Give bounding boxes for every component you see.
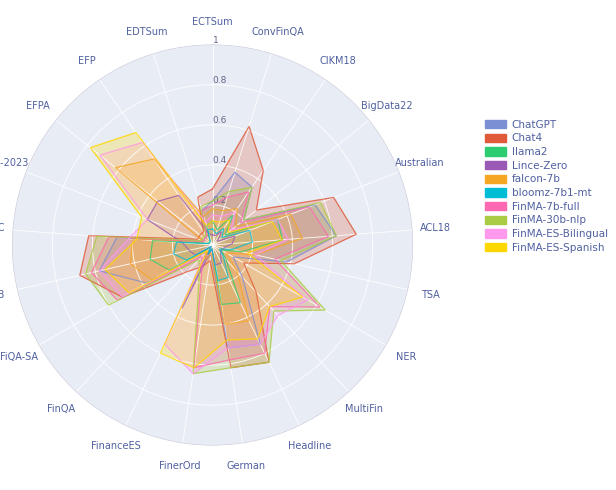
Polygon shape <box>86 187 336 374</box>
Polygon shape <box>92 192 328 368</box>
Polygon shape <box>91 132 302 368</box>
Legend: ChatGPT, Chat4, llama2, Lince-Zero, falcon-7b, bloomz-7b1-mt, FinMA-7b-full, Fin: ChatGPT, Chat4, llama2, Lince-Zero, falc… <box>482 117 611 256</box>
Polygon shape <box>99 172 336 348</box>
Polygon shape <box>150 215 282 304</box>
Polygon shape <box>80 126 356 368</box>
Polygon shape <box>115 159 302 324</box>
Polygon shape <box>174 228 253 281</box>
Polygon shape <box>99 143 308 374</box>
Polygon shape <box>147 196 235 308</box>
